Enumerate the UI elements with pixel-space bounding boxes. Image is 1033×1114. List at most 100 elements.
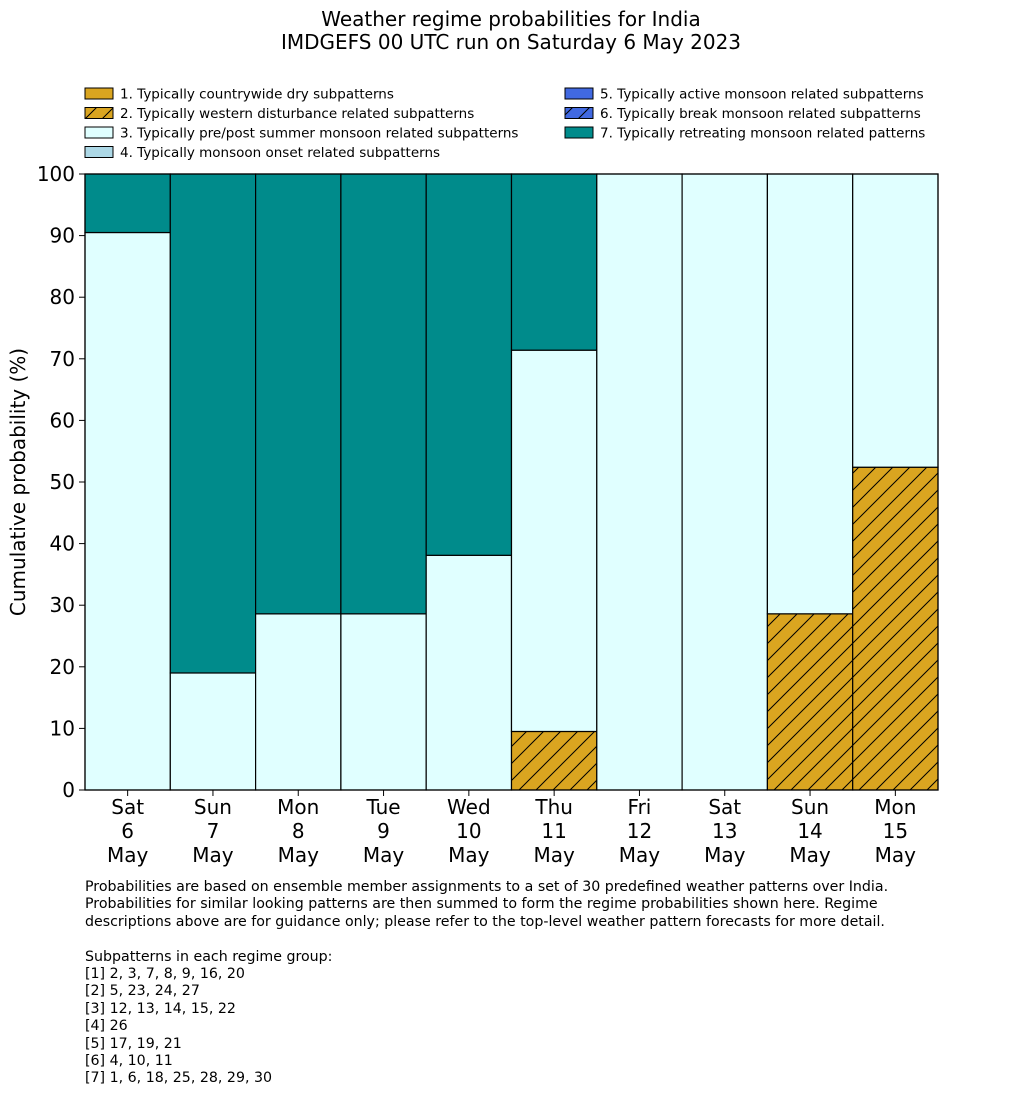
legend-label: 7. Typically retreating monsoon related … [600,126,925,142]
bar-segment-series-7-day-4 [340,173,427,615]
bar-segment-series-3-day-5 [425,554,513,791]
x-tick-label: Mon [874,795,916,819]
legend-label: 5. Typically active monsoon related subp… [600,87,924,103]
legend-swatch [564,87,594,100]
legend-item-7: 7. Typically retreating monsoon related … [564,126,925,142]
x-tick-label: May [278,843,320,867]
x-axis: Sat6MaySun7MayMon8MayTue9MayWed10MayThu1… [107,790,916,867]
y-tick-label: 70 [50,347,75,371]
bar-segment-series-3-day-10 [852,173,939,468]
y-axis: 0 10 20 30 40 50 60 70 80 90 100 [37,162,85,802]
chart-title: Weather regime probabilities for India [321,7,701,31]
x-tick-label: 8 [292,819,305,843]
bar-segment-series-7-day-1 [84,173,171,234]
x-tick-label: 9 [377,819,390,843]
x-tick-label: May [192,843,234,867]
y-tick-label: 40 [50,532,75,556]
legend-swatch [84,87,114,100]
x-tick-label: Sat [708,795,741,819]
x-tick-label: May [704,843,746,867]
y-tick-label: 100 [37,162,75,186]
explanation-line: descriptions above are for guidance only… [85,913,885,930]
explanation-line: Probabilities are based on ensemble memb… [85,879,889,895]
legend-label: 2. Typically western disturbance related… [120,106,474,122]
bar-segment-series-3-day-9 [766,173,854,615]
bar-segment-series-3-day-2 [169,672,257,791]
x-tick-label: 7 [207,819,220,843]
bar-segment-series-7-day-5 [425,173,513,556]
x-tick-label: May [789,843,831,867]
x-tick-label: 13 [712,819,737,843]
y-tick-label: 50 [50,470,75,494]
y-tick-label: 30 [50,593,75,617]
legend-item-2: 2. Typically western disturbance related… [84,106,474,122]
x-tick-label: May [619,843,661,867]
group-line-1: [1] 2, 3, 7, 8, 9, 16, 20 [85,966,245,983]
legend-swatch-hatch [85,107,113,119]
x-tick-label: May [107,843,149,867]
legend-item-4: 4. Typically monsoon onset related subpa… [84,145,440,161]
legend: 1. Typically countrywide dry subpatterns… [84,87,925,161]
x-tick-label: 10 [456,819,481,843]
bar-segment-series-3-day-3 [255,613,342,791]
x-tick-label: Wed [447,795,491,819]
y-axis-label: Cumulative probability (%) [6,348,30,616]
legend-swatch [564,126,594,139]
group-line-2: [2] 5, 23, 24, 27 [85,983,200,1000]
x-tick-label: Sat [111,795,144,819]
explanation-paragraph: Probabilities are based on ensemble memb… [85,879,1015,931]
x-tick-label: 6 [121,819,134,843]
x-tick-label: May [448,843,490,867]
explanation-line: Probabilities for similar looking patter… [85,896,878,913]
x-tick-label: May [875,843,917,867]
group-line-4: [4] 26 [85,1018,128,1035]
legend-item-1: 1. Typically countrywide dry subpatterns [84,87,394,103]
x-tick-label: Mon [277,795,319,819]
legend-item-3: 3. Typically pre/post summer monsoon rel… [84,126,518,142]
x-tick-label: Sun [791,795,829,819]
bar-segment-series-7-day-3 [255,173,342,615]
y-tick-label: 60 [50,408,75,432]
y-tick-label: 80 [50,285,75,309]
y-tick-label: 0 [62,778,75,802]
x-tick-label: 11 [541,819,566,843]
hatch-overlay [511,731,597,790]
legend-label: 3. Typically pre/post summer monsoon rel… [120,126,518,142]
bar-segment-series-3-day-8 [681,173,768,791]
group-line-7: [7] 1, 6, 18, 25, 28, 29, 30 [85,1070,273,1087]
x-tick-label: 14 [797,819,822,843]
bar-segment-series-7-day-6 [510,173,598,351]
legend-swatch-hatch [565,107,593,119]
groups-heading: Subpatterns in each regime group: [85,948,333,965]
plot-frame [84,173,939,791]
legend-swatch [84,126,114,139]
legend-swatch [84,146,114,158]
legend-item-5: 5. Typically active monsoon related subp… [564,87,924,103]
subpattern-groups: Subpatterns in each regime group: [1] 2,… [85,949,1015,1088]
x-tick-label: 15 [883,819,908,843]
hatch-overlay [767,613,853,790]
y-tick-label: 10 [50,716,75,740]
x-tick-label: Fri [628,795,652,819]
bars [84,173,939,791]
bar-segment-series-3-day-6 [510,349,598,733]
bar-segment-series-3-day-1 [84,231,171,791]
legend-label: 1. Typically countrywide dry subpatterns [120,87,394,103]
x-tick-label: May [363,843,405,867]
notes: Probabilities are based on ensemble memb… [85,879,1015,1088]
x-tick-label: Thu [534,795,573,819]
x-tick-label: May [533,843,575,867]
legend-label: 6. Typically break monsoon related subpa… [600,106,921,122]
x-tick-label: Tue [365,795,400,819]
legend-label: 4. Typically monsoon onset related subpa… [120,145,440,161]
regime-probability-chart: Weather regime probabilities for India I… [6,7,939,867]
hatch-overlay [852,467,938,790]
x-tick-label: Sun [194,795,232,819]
y-tick-label: 20 [50,655,75,679]
y-tick-label: 90 [50,224,75,248]
chart-subtitle: IMDGEFS 00 UTC run on Saturday 6 May 202… [281,30,741,54]
legend-item-6: 6. Typically break monsoon related subpa… [564,106,921,122]
bar-segment-series-3-day-4 [340,613,427,791]
x-tick-label: 12 [627,819,652,843]
group-line-6: [6] 4, 10, 11 [85,1053,173,1070]
